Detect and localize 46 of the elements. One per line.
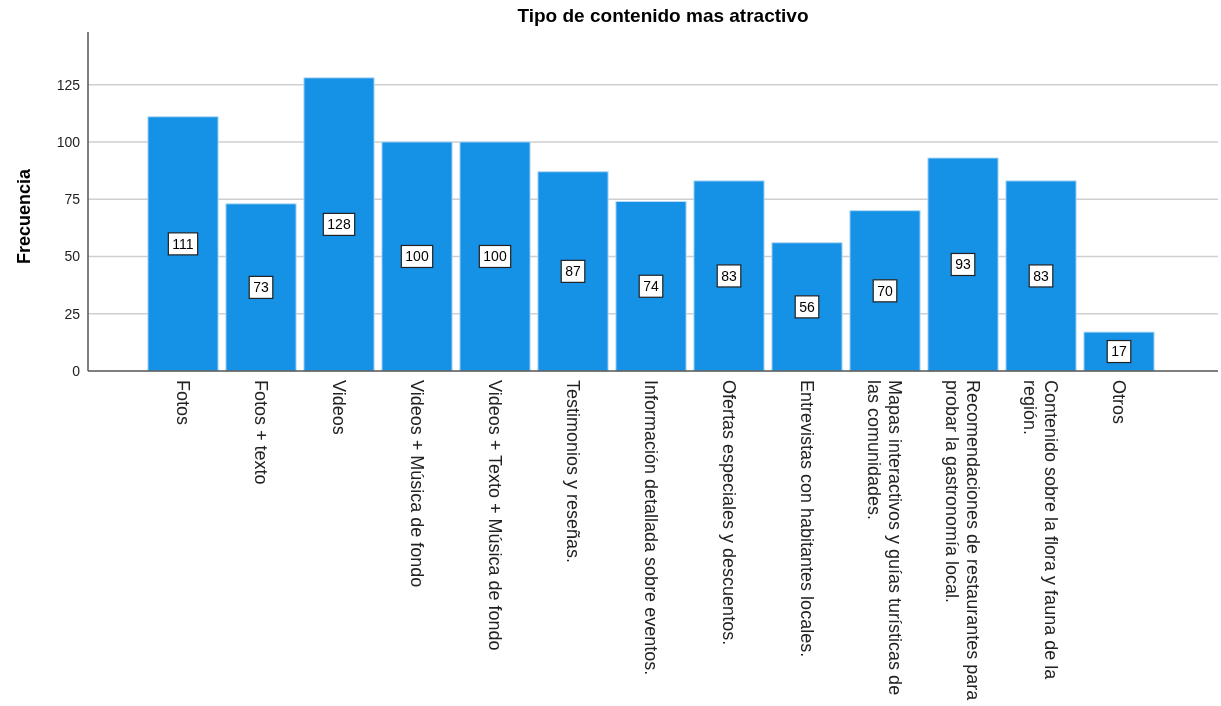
data-label: 83 (1033, 267, 1049, 284)
data-label: 93 (955, 256, 971, 273)
x-tick-label: Testimonios y reseñas. (562, 380, 583, 564)
data-label: 100 (405, 248, 429, 265)
x-tick-label: Fotos (172, 380, 193, 426)
x-tick-label: Entrevistas con habitantes locales. (796, 380, 817, 658)
x-tick-label: Fotos + texto (250, 380, 271, 485)
bar (771, 242, 843, 372)
x-tick-label: Información detallada sobre eventos. (640, 380, 661, 676)
x-tick-label: Recomendaciones de restaurantes para probar la gastronomía local. (942, 380, 984, 702)
y-tick-label: 100 (56, 133, 81, 150)
bar (537, 171, 609, 372)
bar (927, 157, 999, 372)
x-tick-label: Contenido sobre la flora y fauna de la región. (1020, 380, 1062, 681)
y-tick-label: 75 (64, 191, 81, 208)
x-tick-label: Videos (328, 380, 349, 435)
bar (303, 77, 375, 372)
bar (381, 141, 453, 372)
bar (1005, 180, 1077, 372)
bar (225, 203, 297, 372)
bar (615, 201, 687, 372)
x-tick-label: Videos + Música de fondo (406, 380, 427, 588)
x-tick-label: Ofertas especiales y descuentos. (718, 380, 739, 646)
data-label: 83 (721, 267, 737, 284)
data-label: 100 (483, 248, 507, 265)
bar (459, 141, 531, 372)
data-label: 56 (799, 298, 815, 315)
bar (693, 180, 765, 372)
data-label: 73 (253, 279, 269, 296)
data-label: 111 (172, 235, 194, 252)
y-tick-label: 50 (64, 248, 81, 265)
x-tick-label: Otros (1108, 380, 1129, 425)
bar (147, 116, 219, 372)
data-label: 17 (1111, 343, 1127, 360)
y-tick-label: 0 (72, 362, 81, 379)
chart-title: Tipo de contenido mas atractivo (517, 5, 809, 26)
x-tick-label: Mapas interactivos y guías turísticas de las comunidades. (864, 380, 906, 696)
bar (849, 210, 921, 372)
y-axis-title: Frecuencia (14, 167, 34, 265)
y-tick-label: 125 (56, 76, 81, 93)
y-tick-label: 25 (64, 305, 81, 322)
data-label: 70 (877, 282, 893, 299)
data-label: 128 (327, 216, 351, 233)
data-label: 87 (565, 263, 581, 280)
data-label: 74 (643, 278, 659, 295)
x-tick-label: Videos + Texto + Música de fondo (484, 380, 505, 651)
